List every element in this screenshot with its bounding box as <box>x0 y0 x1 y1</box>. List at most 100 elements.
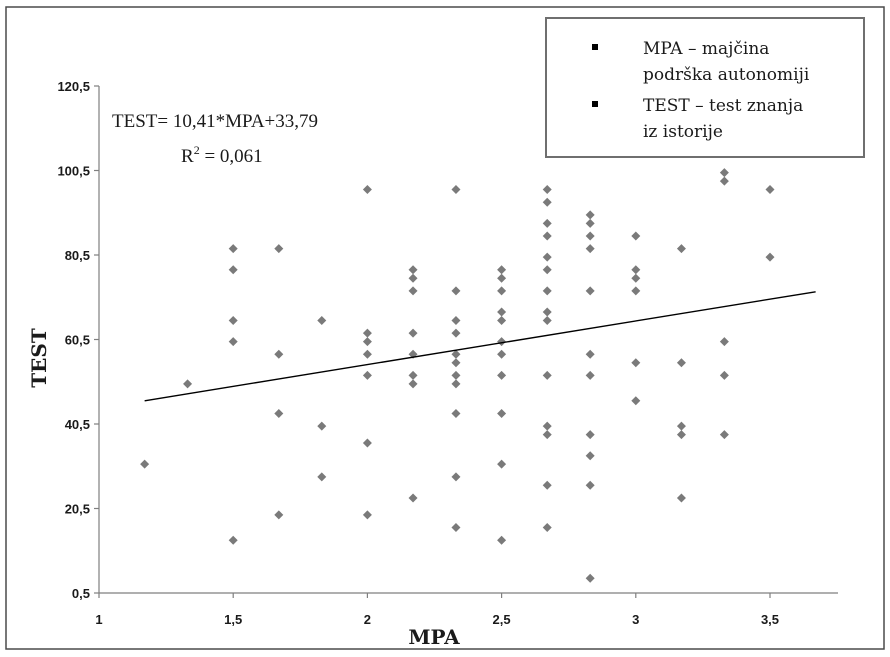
data-point <box>497 315 507 325</box>
data-point <box>228 535 238 545</box>
data-point <box>274 349 284 359</box>
data-point <box>451 408 461 418</box>
data-point <box>585 370 595 380</box>
data-point <box>408 370 418 380</box>
data-point <box>408 265 418 275</box>
data-point <box>497 286 507 296</box>
data-point <box>585 244 595 254</box>
data-point <box>585 231 595 241</box>
data-point <box>542 370 552 380</box>
data-point <box>719 370 729 380</box>
data-point <box>585 451 595 461</box>
y-axis-title: TEST <box>27 328 51 388</box>
data-point <box>274 244 284 254</box>
data-points <box>140 168 775 583</box>
x-tick-label: 2,5 <box>493 612 511 627</box>
data-point <box>451 358 461 368</box>
data-point <box>408 493 418 503</box>
x-tick-label: 2 <box>364 612 371 627</box>
r-squared-symbol: R <box>181 146 194 167</box>
y-tick-label: 100,5 <box>57 164 90 179</box>
data-point <box>228 315 238 325</box>
data-point <box>676 358 686 368</box>
data-point <box>451 185 461 195</box>
data-point <box>542 286 552 296</box>
data-point <box>631 265 641 275</box>
data-point <box>451 379 461 389</box>
data-point <box>362 510 372 520</box>
legend-marker-mpa <box>592 44 598 50</box>
data-point <box>497 337 507 347</box>
data-point <box>676 430 686 440</box>
legend-box <box>545 17 865 158</box>
data-point <box>631 396 641 406</box>
data-point <box>542 218 552 228</box>
data-point <box>719 168 729 178</box>
data-point <box>542 523 552 533</box>
data-point <box>408 286 418 296</box>
data-point <box>765 252 775 262</box>
data-point <box>317 315 327 325</box>
data-point <box>585 218 595 228</box>
data-point <box>542 307 552 317</box>
data-point <box>274 510 284 520</box>
r-squared-value: = 0,061 <box>200 146 263 167</box>
data-point <box>542 252 552 262</box>
data-point <box>497 459 507 469</box>
data-point <box>497 370 507 380</box>
data-point <box>362 438 372 448</box>
data-point <box>451 370 461 380</box>
data-point <box>585 286 595 296</box>
x-tick-label: 3 <box>632 612 639 627</box>
data-point <box>585 349 595 359</box>
data-point <box>362 370 372 380</box>
y-tick-label: 60,5 <box>65 333 90 348</box>
data-point <box>542 197 552 207</box>
r-squared-label: R2 = 0,061 <box>181 143 263 167</box>
data-point <box>542 315 552 325</box>
data-point <box>451 349 461 359</box>
legend-marker-test <box>592 101 598 107</box>
data-point <box>631 231 641 241</box>
x-tick-label: 1 <box>95 612 102 627</box>
data-point <box>408 379 418 389</box>
data-point <box>362 349 372 359</box>
data-point <box>408 328 418 338</box>
legend-test-line2: iz istorije <box>643 122 723 142</box>
data-point <box>542 185 552 195</box>
data-point <box>317 472 327 482</box>
data-point <box>676 244 686 254</box>
data-point <box>585 430 595 440</box>
data-point <box>676 421 686 431</box>
data-point <box>542 265 552 275</box>
trendline <box>144 291 816 402</box>
data-point <box>585 573 595 583</box>
data-point <box>408 273 418 283</box>
data-point <box>362 337 372 347</box>
y-tick-label: 40,5 <box>65 417 90 432</box>
data-point <box>228 265 238 275</box>
data-point <box>228 337 238 347</box>
y-tick-label: 120,5 <box>57 79 90 94</box>
x-tick-label: 1,5 <box>224 612 242 627</box>
data-point <box>497 273 507 283</box>
regression-equation: TEST= 10,41*MPA+33,79 <box>112 111 318 132</box>
data-point <box>140 459 150 469</box>
data-point <box>497 307 507 317</box>
legend-mpa-line1: MPA – majčina <box>643 39 769 59</box>
data-point <box>274 408 284 418</box>
data-point <box>585 210 595 220</box>
r-squared-exponent: 2 <box>194 143 200 157</box>
data-point <box>183 379 193 389</box>
y-axis-ticks: 0,5 20,5 40,5 60,5 80,5 100,5 120,5 <box>57 79 99 601</box>
data-point <box>451 523 461 533</box>
legend-test-line1: TEST – test znanja <box>643 96 803 116</box>
data-point <box>542 480 552 490</box>
data-point <box>719 337 729 347</box>
data-point <box>585 480 595 490</box>
trendline-layer <box>144 291 816 402</box>
data-point <box>451 286 461 296</box>
data-point <box>719 430 729 440</box>
